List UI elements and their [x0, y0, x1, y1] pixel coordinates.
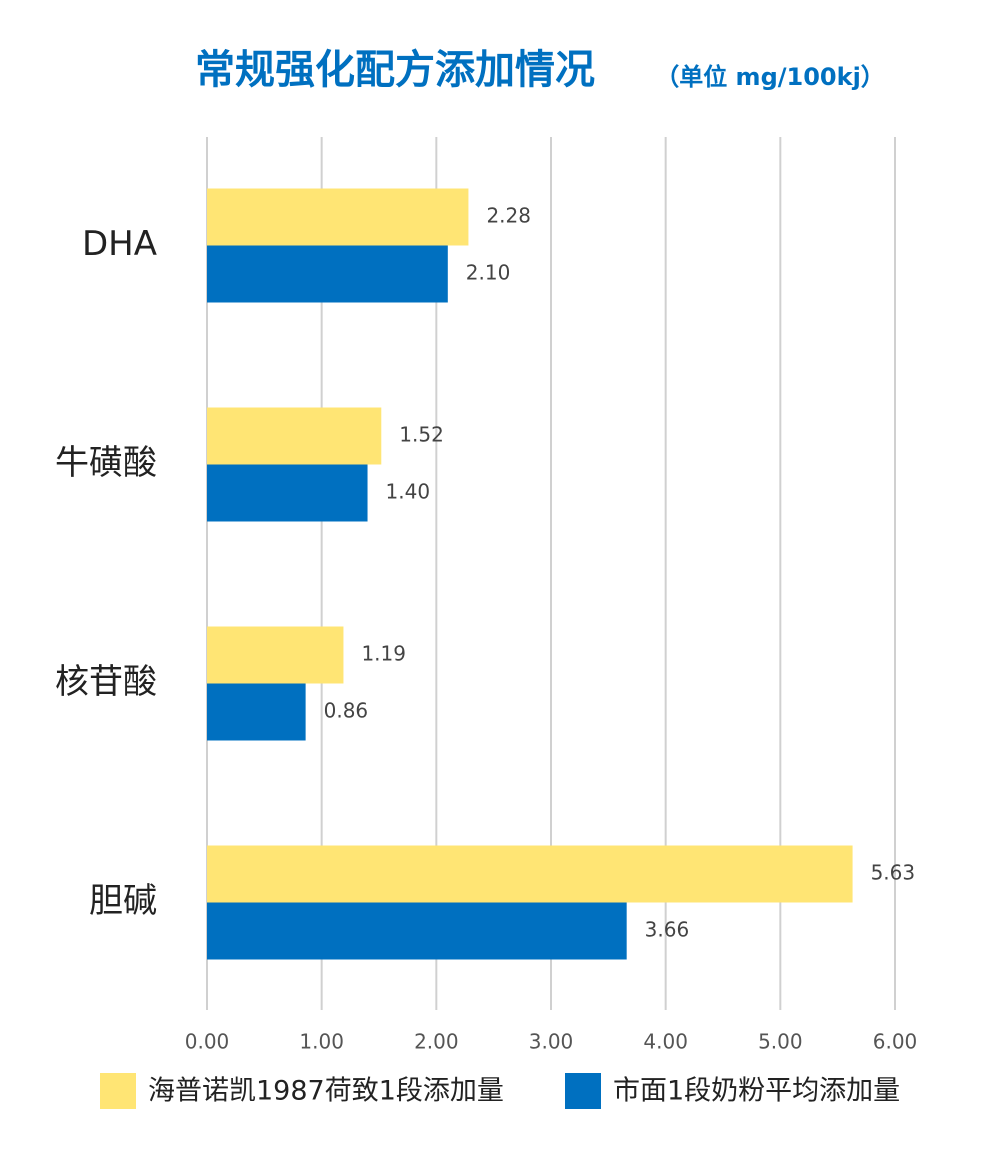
legend-swatch: [100, 1073, 136, 1109]
value-label: 5.63: [871, 861, 916, 885]
x-tick-label: 5.00: [758, 1030, 803, 1054]
bar: [207, 464, 368, 522]
bar: [207, 626, 344, 684]
value-label: 1.40: [386, 480, 431, 504]
x-tick-label: 0.00: [185, 1030, 230, 1054]
value-label: 0.86: [324, 699, 369, 723]
x-tick-label: 3.00: [529, 1030, 574, 1054]
y-tick-label: 牛磺酸: [55, 443, 157, 483]
value-label: 1.19: [361, 642, 406, 666]
y-tick-label: 核苷酸: [55, 662, 157, 702]
legend-label: 市面1段奶粉平均添加量: [613, 1076, 900, 1107]
x-tick-label: 4.00: [643, 1030, 688, 1054]
x-tick-label: 6.00: [873, 1030, 918, 1054]
value-label: 2.10: [466, 261, 511, 285]
bar: [207, 245, 448, 303]
x-tick-label: 2.00: [414, 1030, 459, 1054]
y-tick-label: DHA: [82, 224, 157, 264]
bar: [207, 407, 382, 465]
chart-subtitle: （单位 mg/100kj）: [655, 63, 885, 91]
y-tick-label: 胆碱: [89, 881, 157, 921]
value-label: 3.66: [645, 918, 690, 942]
chart-title: 常规强化配方添加情况: [195, 47, 595, 93]
bar: [207, 188, 469, 246]
value-label: 1.52: [399, 423, 444, 447]
legend-swatch: [565, 1073, 601, 1109]
x-tick-label: 1.00: [299, 1030, 344, 1054]
legend-label: 海普诺凯1987荷致1段添加量: [148, 1076, 504, 1107]
bar: [207, 902, 627, 960]
bar: [207, 683, 306, 741]
value-label: 2.28: [486, 204, 531, 228]
bar: [207, 845, 853, 903]
